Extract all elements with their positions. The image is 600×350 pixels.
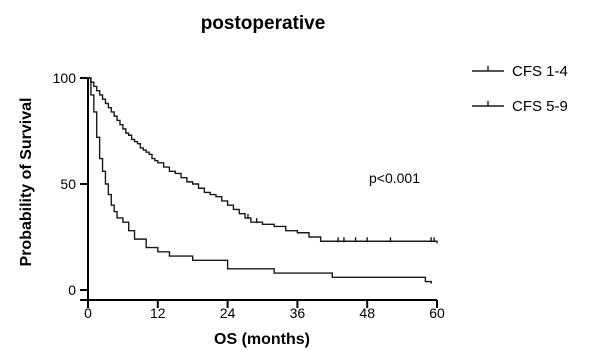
x-tick-label: 60 — [429, 305, 445, 321]
x-tick-label: 48 — [359, 305, 375, 321]
survival-curve-2 — [88, 77, 432, 284]
y-axis-label: Probability of Survival — [18, 98, 35, 267]
survival-curves — [88, 77, 438, 284]
y-tick-label: 0 — [68, 282, 76, 298]
chart-title: postoperative — [201, 13, 326, 34]
p-value-annotation: p<0.001 — [369, 170, 420, 186]
x-tick-label: 36 — [290, 305, 306, 321]
x-tick-label: 0 — [84, 305, 92, 321]
y-tick-label: 100 — [53, 70, 77, 86]
y-axis-title: Probability of Survival — [18, 98, 35, 267]
axes: 0 50 100 0 12 24 36 48 60 — [53, 70, 445, 321]
survival-curve-1 — [88, 77, 438, 244]
x-tick-label: 12 — [150, 305, 166, 321]
y-tick-label: 50 — [60, 176, 76, 192]
legend: CFS 1-4 CFS 5-9 — [472, 63, 568, 115]
legend-label: CFS 1-4 — [512, 63, 568, 80]
x-axis-title: OS (months) — [214, 331, 310, 348]
x-tick-label: 24 — [220, 305, 236, 321]
legend-label: CFS 5-9 — [512, 98, 568, 115]
